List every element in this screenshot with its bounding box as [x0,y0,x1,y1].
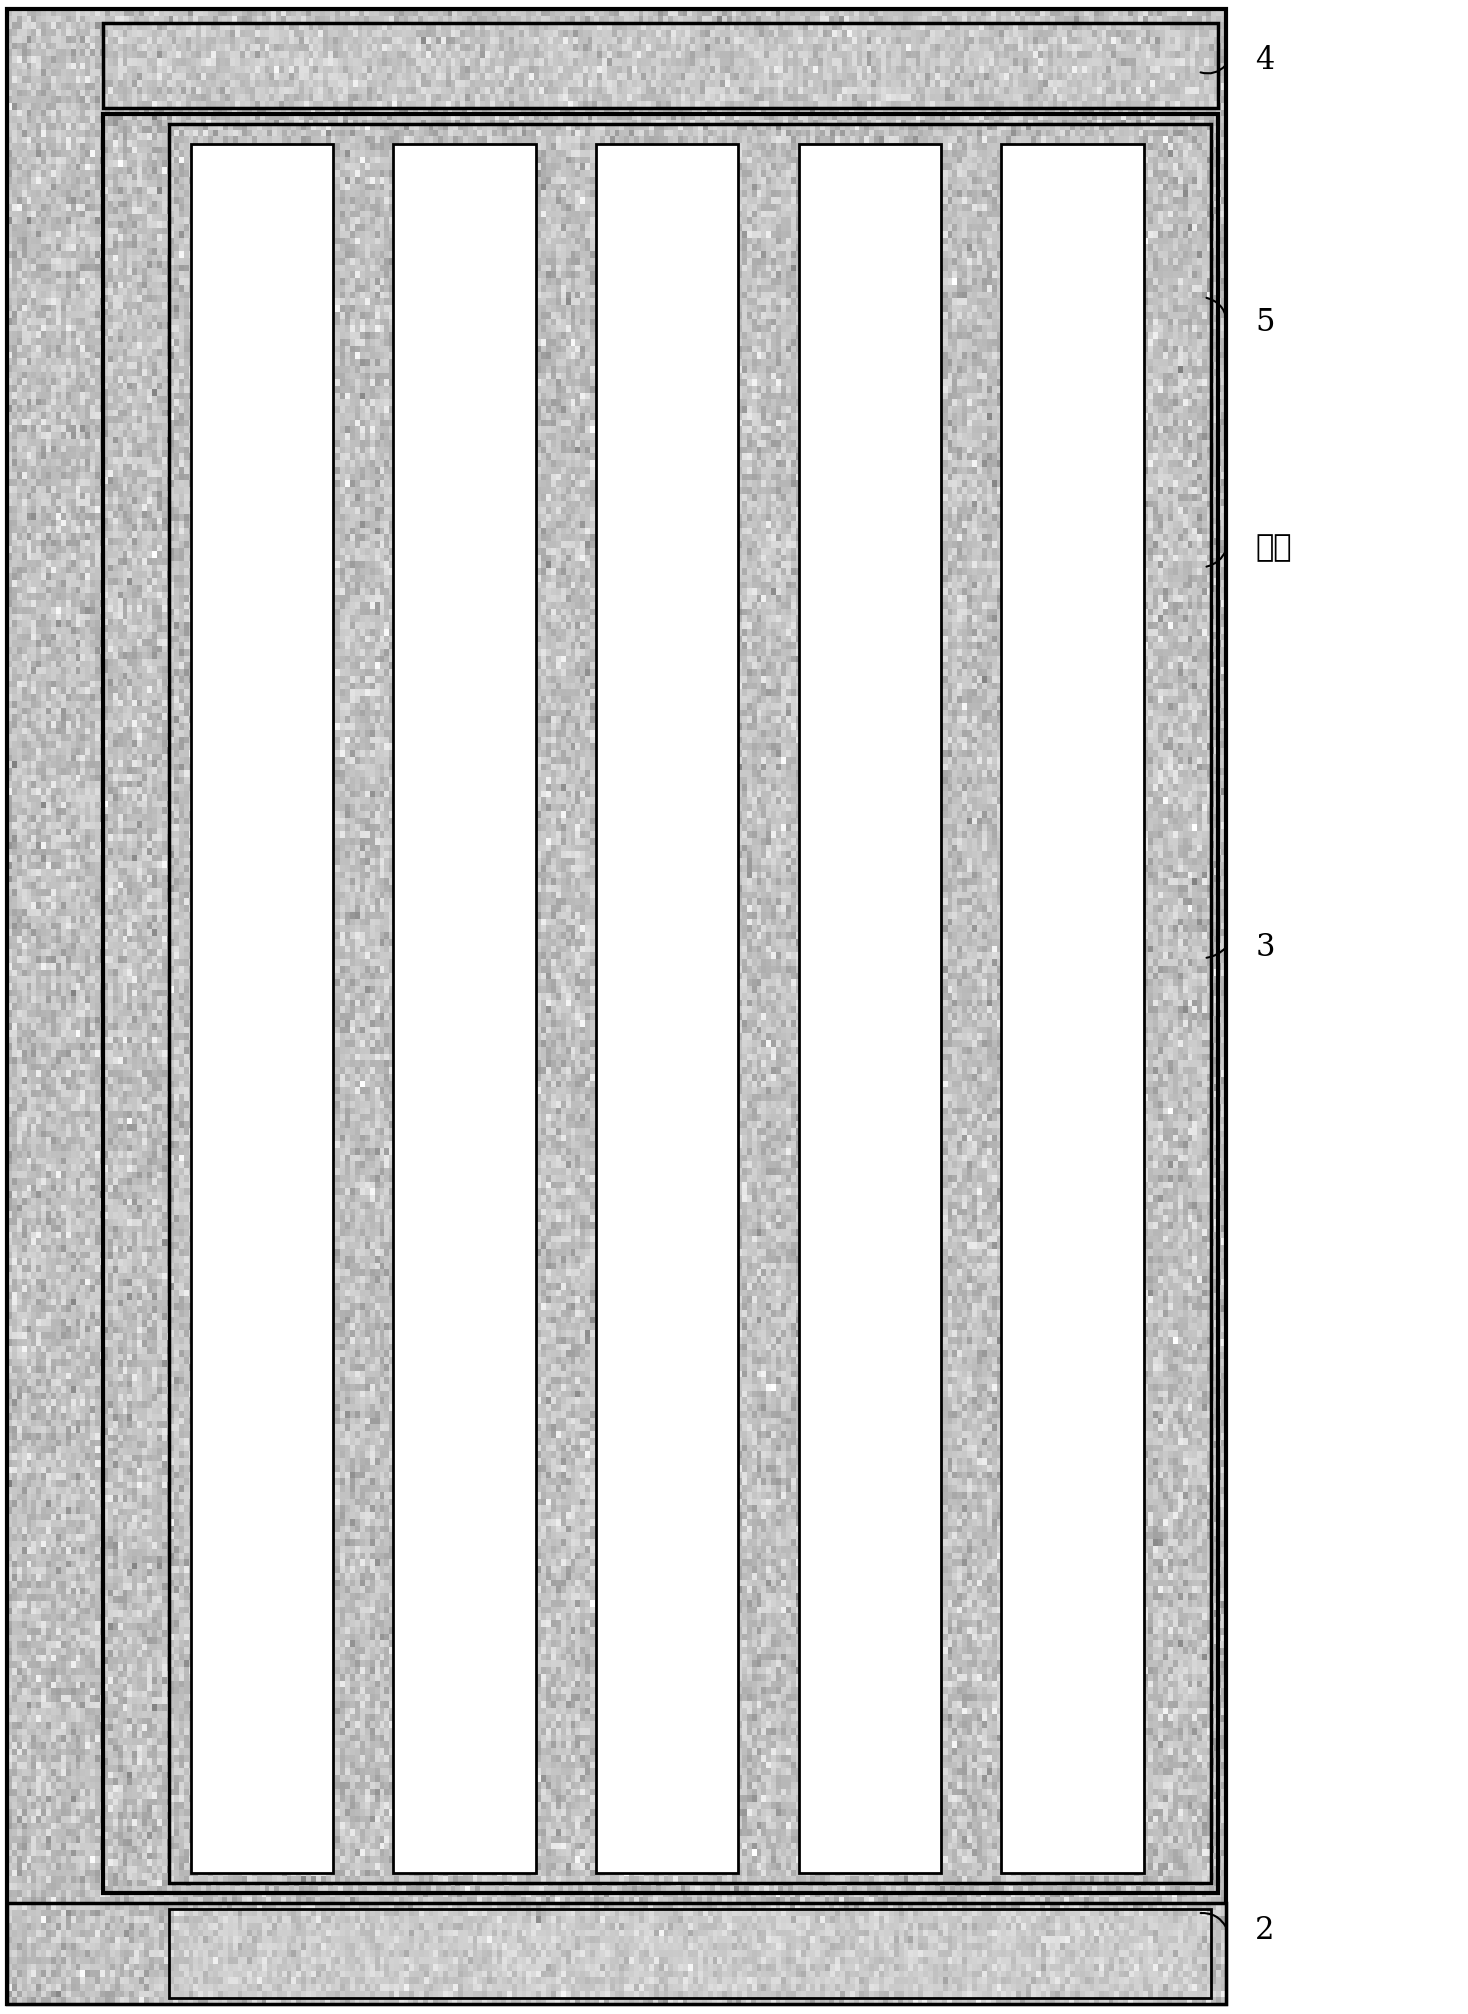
Bar [169,1909,1211,1998]
Bar [1001,145,1144,1873]
Bar [169,125,1211,1883]
Text: 2: 2 [1255,1913,1274,1946]
Bar [191,145,333,1873]
Text: 3: 3 [1255,930,1274,963]
Bar [393,145,536,1873]
Bar [103,115,1218,1893]
Bar [103,24,1218,109]
Text: 4: 4 [1255,44,1274,77]
Bar [596,145,738,1873]
Bar [7,1903,1226,2004]
Bar [7,10,1226,2004]
Text: 开口: 开口 [1255,532,1292,564]
Bar [799,145,941,1873]
Text: 5: 5 [1255,306,1274,338]
